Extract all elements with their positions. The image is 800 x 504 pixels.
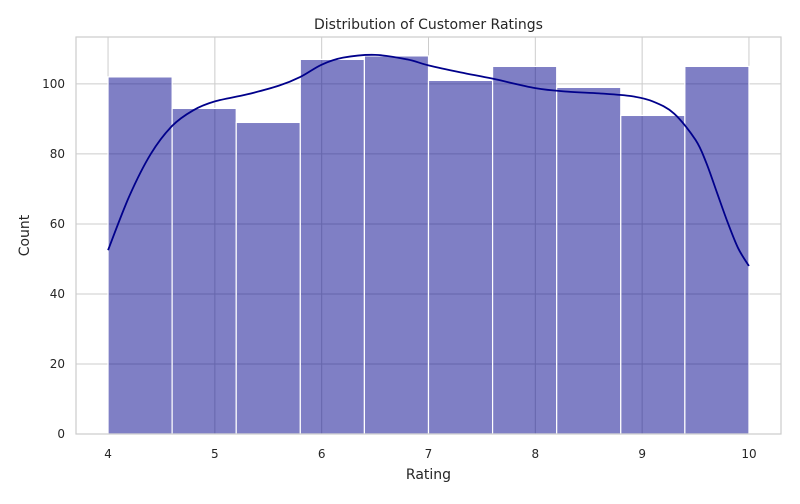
y-tick-label: 40 (50, 287, 65, 301)
plot-frame (75, 36, 782, 435)
histogram-bar (620, 114, 686, 435)
chart-title: Distribution of Customer Ratings (314, 17, 543, 33)
x-tick-label: 10 (741, 447, 756, 461)
x-tick-label: 8 (531, 447, 539, 461)
y-tick-labels: 0 20 40 60 80 100 (42, 77, 65, 441)
histogram-bar (363, 55, 430, 435)
histogram-bar (107, 76, 173, 435)
x-tick-label: 6 (318, 447, 326, 461)
x-axis-label: Rating (406, 467, 451, 483)
y-tick-label: 0 (57, 427, 65, 441)
kde-curve (107, 53, 750, 267)
x-tick-labels: 4 5 6 7 8 9 10 (104, 447, 756, 461)
y-tick-label: 60 (50, 217, 65, 231)
histogram-bar (556, 86, 622, 435)
x-tick-label: 9 (638, 447, 646, 461)
y-axis-label: Count (17, 214, 33, 256)
histogram-bar (235, 121, 301, 435)
x-tick-label: 5 (211, 447, 219, 461)
y-tick-label: 20 (50, 357, 65, 371)
histogram-bars (107, 55, 750, 435)
y-tick-label: 80 (50, 147, 65, 161)
y-tick-label: 100 (42, 77, 65, 91)
histogram-bar (491, 65, 558, 435)
histogram-bar (171, 107, 237, 435)
histogram-bar (299, 58, 366, 435)
x-tick-label: 4 (104, 447, 112, 461)
x-tick-label: 7 (425, 447, 433, 461)
histogram-bar (427, 79, 494, 435)
